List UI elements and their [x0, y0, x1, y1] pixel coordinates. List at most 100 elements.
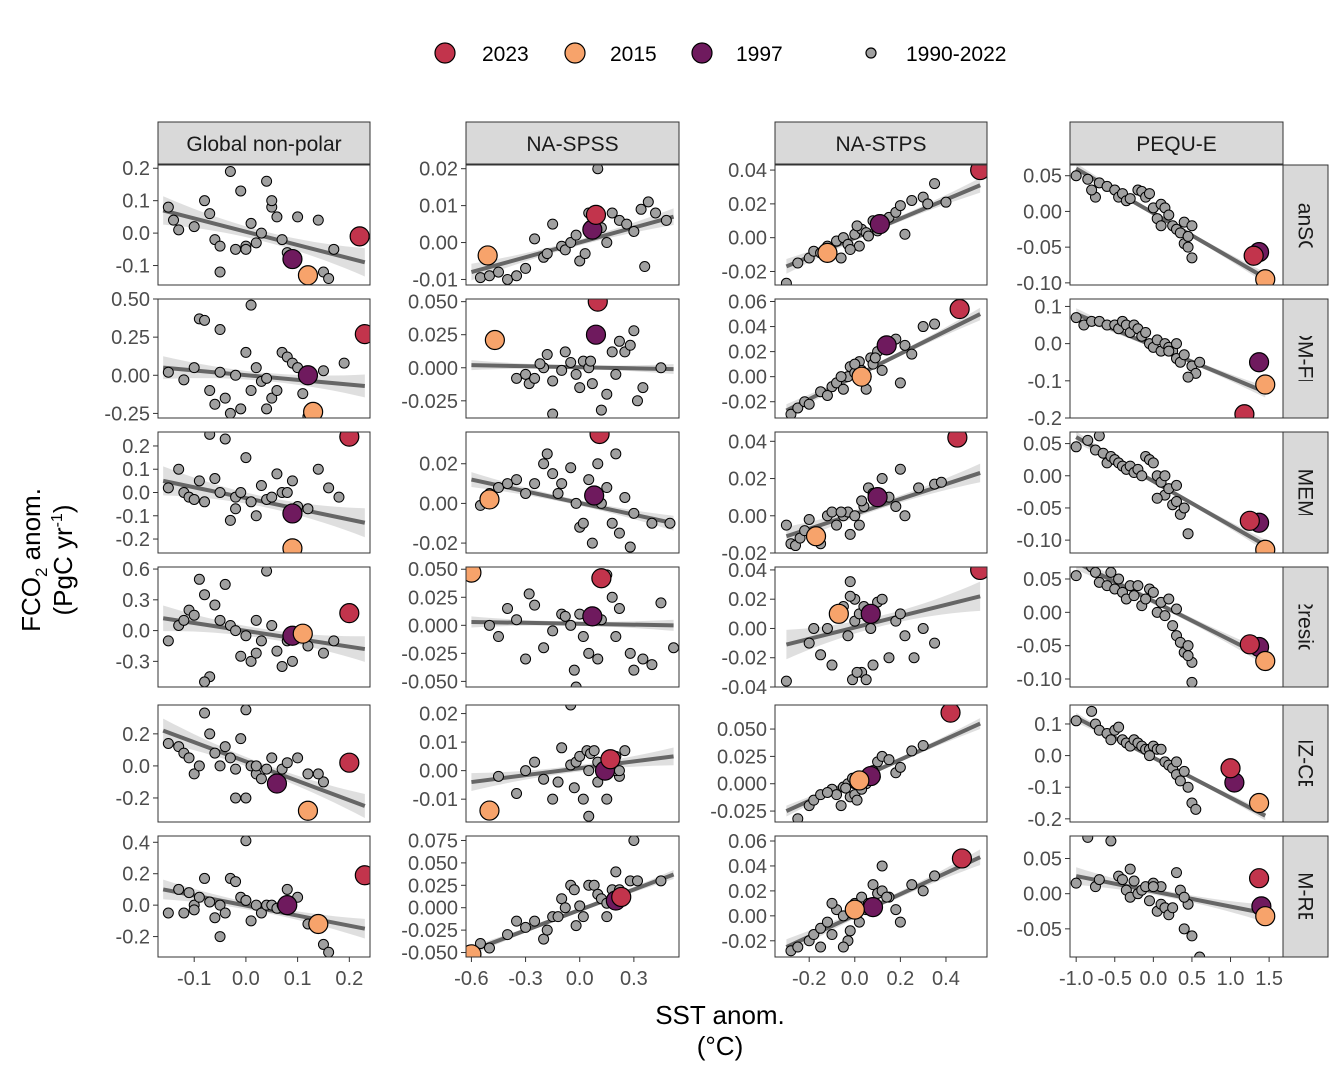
- point-1990-2022: [1113, 721, 1125, 733]
- point-1990-2022: [803, 398, 815, 410]
- point-1990-2022: [624, 339, 636, 351]
- point-1990-2022: [628, 664, 640, 676]
- point-1990-2022: [922, 198, 934, 210]
- point-1990-2022: [655, 875, 667, 887]
- point-1990-2022: [556, 478, 568, 490]
- panel-plot-area: [162, 705, 366, 821]
- panel-ethz-cesm-na-stps: -0.025 0.000 0.025 0.050: [710, 704, 988, 823]
- y-tick-label: 0.02: [728, 589, 767, 611]
- point-1990-2022: [1171, 756, 1182, 768]
- panel-plot-area: [1070, 836, 1276, 957]
- point-1990-2022: [178, 374, 190, 386]
- point-1990-2022: [815, 922, 827, 934]
- point-1990-2022: [1082, 434, 1094, 446]
- y-tick-label: -0.025: [401, 920, 458, 942]
- point-1990-2022: [844, 925, 856, 937]
- y-tick-label: 0.0: [1034, 746, 1062, 768]
- point-1990-2022: [224, 752, 236, 764]
- point-1990-2022: [881, 891, 893, 903]
- point-1990-2022: [520, 368, 532, 380]
- point-1997: [869, 214, 890, 235]
- point-1990-2022: [255, 227, 267, 239]
- point-1990-2022: [906, 348, 918, 360]
- point-1990-2022: [894, 761, 906, 773]
- point-1990-2022: [899, 510, 911, 522]
- y-tick-label: 0.0: [122, 223, 150, 245]
- point-1990-2022: [547, 408, 559, 418]
- point-2015: [851, 366, 872, 387]
- point-1990-2022: [188, 609, 200, 621]
- x-tick-label: 0.0: [566, 968, 594, 990]
- point-1990-2022: [867, 659, 879, 671]
- point-1990-2022: [312, 768, 324, 780]
- y-tick-label: 0.02: [728, 881, 767, 903]
- legend-marker-2015: [564, 42, 586, 64]
- strip-cmems: [1282, 431, 1329, 554]
- point-1990-2022: [876, 860, 888, 872]
- point-1990-2022: [906, 879, 918, 891]
- point-1990-2022: [1182, 230, 1194, 242]
- panel-border: [774, 835, 988, 958]
- point-1990-2022: [664, 517, 676, 529]
- y-tick-label: 0.1: [122, 191, 150, 213]
- point-1990-2022: [628, 507, 640, 519]
- point-1990-2022: [792, 941, 804, 953]
- strip-na-spss: [465, 121, 680, 165]
- point-1990-2022: [577, 793, 589, 805]
- y-tick-label: 0.000: [408, 898, 458, 920]
- panel-plot-area: [1070, 567, 1276, 687]
- point-2023: [587, 299, 608, 312]
- point-1990-2022: [1140, 326, 1152, 338]
- point-1990-2022: [1113, 573, 1125, 585]
- y-tick-label: -0.02: [721, 543, 767, 565]
- point-1990-2022: [323, 946, 335, 957]
- point-1990-2022: [1124, 193, 1136, 205]
- point-1990-2022: [474, 938, 486, 950]
- point-1990-2022: [908, 652, 920, 664]
- x-tick-label: 0.1: [284, 968, 312, 990]
- point-1997: [282, 248, 303, 270]
- y-tick-label: 0.2: [122, 864, 150, 886]
- panel-ethz-cesm-na-spss: -0.01 0.00 0.01 0.02: [412, 704, 680, 823]
- point-1990-2022: [628, 836, 640, 846]
- point-1990-2022: [835, 371, 847, 383]
- point-1990-2022: [240, 894, 252, 906]
- point-1990-2022: [338, 357, 350, 369]
- point-1990-2022: [199, 676, 211, 687]
- point-1990-2022: [1182, 371, 1194, 383]
- y-tick-label: 0.050: [408, 559, 458, 581]
- point-1990-2022: [271, 468, 283, 480]
- strip-label-fco2residual: fco2residual: [1294, 570, 1317, 683]
- point-1990-2022: [235, 733, 247, 745]
- panel-plot-area: [1070, 432, 1276, 553]
- point-1990-2022: [655, 362, 667, 374]
- point-1990-2022: [906, 194, 918, 206]
- panel-border: [157, 566, 371, 688]
- point-1990-2022: [628, 325, 640, 337]
- point-1990-2022: [606, 207, 618, 219]
- point-2015: [805, 526, 827, 547]
- point-1990-2022: [1093, 432, 1105, 442]
- point-1990-2022: [601, 388, 613, 400]
- point-2015: [844, 899, 865, 920]
- point-1990-2022: [286, 475, 298, 487]
- y-tick-label: 0.00: [728, 618, 767, 640]
- point-1990-2022: [502, 273, 514, 285]
- y-tick-label: 0.0: [122, 621, 150, 643]
- point-1990-2022: [565, 462, 577, 474]
- point-1990-2022: [899, 339, 911, 351]
- y-tick-label: 0.02: [728, 342, 767, 364]
- point-1990-2022: [821, 389, 833, 401]
- point-1990-2022: [929, 178, 941, 190]
- panel-cmems-global-non-polar: -0.2-0.10.00.10.2: [116, 431, 371, 554]
- y-tick-label: 0.01: [419, 732, 458, 754]
- point-1990-2022: [601, 482, 613, 494]
- point-2015: [1248, 792, 1270, 814]
- point-1990-2022: [235, 185, 247, 197]
- y-tick-label: -0.1: [116, 256, 150, 278]
- point-1990-2022: [178, 907, 190, 919]
- panel-plot-area: [162, 299, 370, 418]
- point-1990-2022: [583, 647, 595, 659]
- y-tick-label: 0.04: [728, 560, 767, 582]
